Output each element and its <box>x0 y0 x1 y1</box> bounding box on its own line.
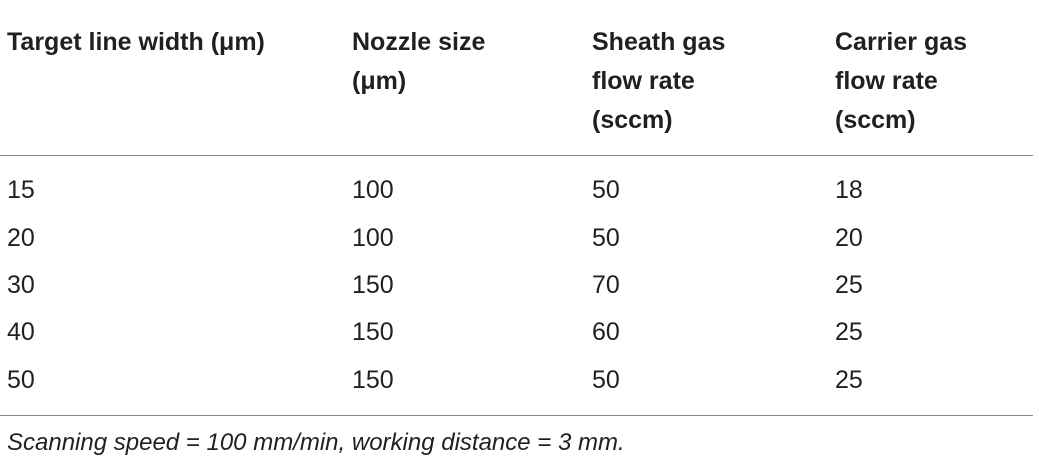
table-cell: 50 <box>592 176 620 204</box>
table-cell: 25 <box>835 271 863 299</box>
header-rule <box>0 155 1033 156</box>
table-cell: 30 <box>7 271 35 299</box>
table-cell: 25 <box>835 366 863 394</box>
column-header: flow rate <box>835 67 938 95</box>
table-cell: 100 <box>352 176 394 204</box>
column-header: (μm) <box>352 67 407 95</box>
table-cell: 25 <box>835 318 863 346</box>
table-cell: 40 <box>7 318 35 346</box>
bottom-rule <box>0 415 1033 416</box>
table-cell: 18 <box>835 176 863 204</box>
table-cell: 150 <box>352 366 394 394</box>
column-header: (sccm) <box>835 106 916 134</box>
footnote: Scanning speed = 100 mm/min, working dis… <box>7 429 625 456</box>
table-cell: 15 <box>7 176 35 204</box>
column-header: (sccm) <box>592 106 673 134</box>
table-cell: 20 <box>7 224 35 252</box>
table-cell: 50 <box>592 366 620 394</box>
column-header: Nozzle size <box>352 28 486 56</box>
column-header: Carrier gas <box>835 28 968 56</box>
column-header: Sheath gas <box>592 28 726 56</box>
table-cell: 150 <box>352 318 394 346</box>
table-cell: 100 <box>352 224 394 252</box>
table-cell: 50 <box>592 224 620 252</box>
table-cell: 50 <box>7 366 35 394</box>
table-cell: 150 <box>352 271 394 299</box>
table-cell: 70 <box>592 271 620 299</box>
column-header: flow rate <box>592 67 695 95</box>
column-header: Target line width (μm) <box>7 28 265 56</box>
table-cell: 60 <box>592 318 620 346</box>
table-cell: 20 <box>835 224 863 252</box>
